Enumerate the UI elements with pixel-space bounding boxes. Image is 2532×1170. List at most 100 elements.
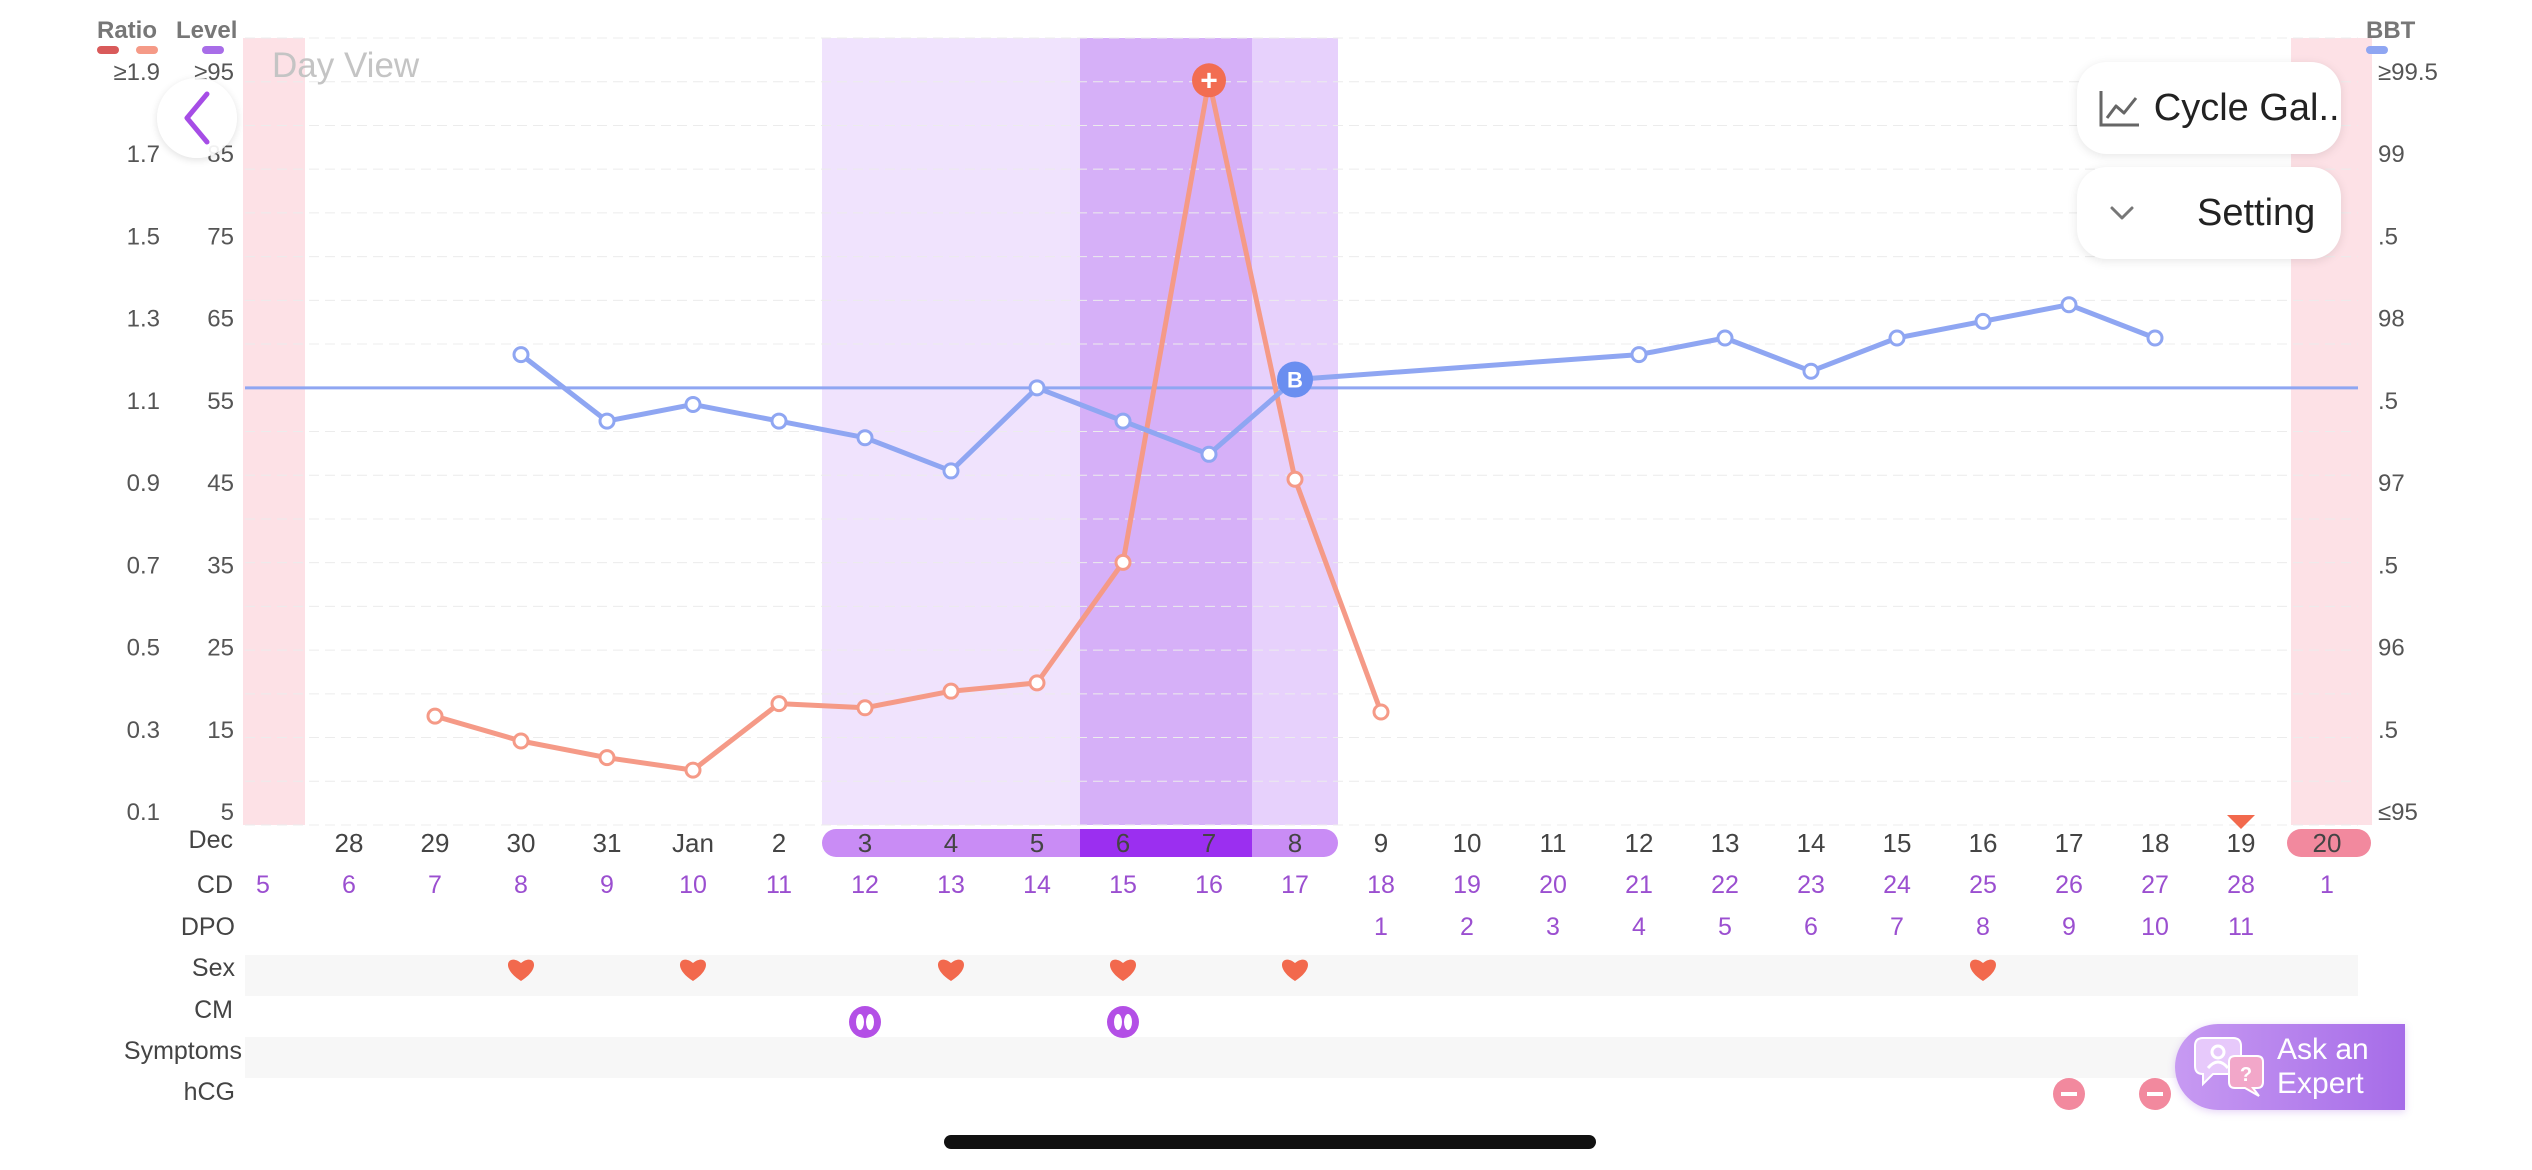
lh-point <box>1028 674 1046 692</box>
ask-expert-button[interactable]: ? Ask an Expert <box>2175 1024 2405 1110</box>
back-button[interactable] <box>157 78 237 158</box>
lh-point <box>684 761 702 779</box>
cm-egg-white-icon <box>1107 1006 1139 1038</box>
date-label: 18 <box>2141 828 2170 858</box>
ratio-swatch-light <box>136 46 158 54</box>
peak-marker-label: + <box>1200 64 1218 97</box>
bbt-tick-label: .5 <box>2378 552 2398 579</box>
level-tick-label: 35 <box>207 552 234 579</box>
level-tick-label: 75 <box>207 223 234 250</box>
lh-point <box>426 707 444 725</box>
peak-date-pill <box>1080 829 1252 857</box>
cd-value: 7 <box>428 871 442 899</box>
cm-icon-drop <box>866 1014 874 1030</box>
dpo-value: 8 <box>1976 913 1990 941</box>
ratio-tick-label: 0.7 <box>127 552 160 579</box>
chart-series <box>245 77 2358 779</box>
y-axes: ≥1.9 ≥95 ≥99.51.7 85 991.5 75.51.3 65 981.1 55.5… <box>113 59 2437 826</box>
ratio-axis-header: Ratio <box>97 17 157 44</box>
row-backgrounds <box>245 955 2358 1078</box>
svg-text:?: ? <box>2240 1064 2252 1086</box>
date-label: 8 <box>1288 828 1302 858</box>
bbt-point <box>1028 379 1046 397</box>
expert-chat-icon: ? <box>2194 1037 2264 1097</box>
dpo-value: 10 <box>2141 913 2169 941</box>
cd-value: 25 <box>1969 871 1997 899</box>
ratio-tick-label: 1.7 <box>127 141 160 168</box>
cd-value: 11 <box>766 871 792 899</box>
cd-value: 13 <box>937 871 965 899</box>
cm-icon-drop <box>856 1014 864 1030</box>
cd-value: 17 <box>1281 871 1309 899</box>
date-label: 7 <box>1202 828 1216 858</box>
bbt-tick-label: 97 <box>2378 470 2405 497</box>
heart-icon <box>1281 959 1309 981</box>
line-chart-icon <box>2087 88 2154 128</box>
bbt-point <box>1888 329 1906 347</box>
bbt-tick-label: .5 <box>2378 388 2398 415</box>
date-label: 4 <box>944 828 958 858</box>
heart-icon <box>1109 959 1137 981</box>
bbt-swatch <box>2366 46 2388 54</box>
setting-button[interactable]: Setting <box>2077 167 2341 259</box>
cd-value: 23 <box>1797 871 1825 899</box>
date-label: 12 <box>1625 828 1654 858</box>
period-date-pill <box>2287 829 2371 857</box>
level-axis-header: Level <box>176 17 237 44</box>
date-label: 17 <box>2055 828 2084 858</box>
bbt-tick-label: .5 <box>2378 223 2398 250</box>
dpo-value: 3 <box>1546 913 1560 941</box>
date-label: 6 <box>1116 828 1130 858</box>
bbt-tick-label: ≥99.5 <box>2378 59 2438 86</box>
home-indicator[interactable] <box>944 1135 1596 1149</box>
cd-value: 24 <box>1883 871 1911 899</box>
heart-icon <box>507 959 535 981</box>
cd-value: 6 <box>342 871 356 899</box>
date-label: 29 <box>421 828 450 858</box>
bbt-tick-label: 98 <box>2378 306 2405 333</box>
dpo-value: 4 <box>1632 913 1646 941</box>
bbt-point <box>2146 329 2164 347</box>
cycle-gallery-button[interactable]: Cycle Gal... <box>2077 62 2341 154</box>
dpo-value: 9 <box>2062 913 2076 941</box>
date-label: 15 <box>1883 828 1912 858</box>
cd-value: 26 <box>2055 871 2083 899</box>
lh-point <box>1372 703 1390 721</box>
chart-markers: +B <box>1192 63 1313 398</box>
date-label: 13 <box>1711 828 1740 858</box>
dpo-value: 11 <box>2228 913 2254 941</box>
date-label: 16 <box>1969 828 1998 858</box>
peak-marker <box>1192 63 1226 98</box>
bbt-tick-label: ≤95 <box>2378 799 2418 826</box>
chart-grid <box>245 37 2358 826</box>
level-swatch <box>202 46 224 54</box>
dpo-value: 5 <box>1718 913 1732 941</box>
cd-row-label: CD <box>197 871 233 899</box>
lh-point <box>856 699 874 717</box>
ask-expert-text: Ask an Expert <box>2277 1033 2369 1101</box>
ratio-tick-label: 1.3 <box>127 306 160 333</box>
cd-value: 14 <box>1023 871 1051 899</box>
cm-icon-drop <box>1124 1014 1132 1030</box>
bbt-point <box>1716 329 1734 347</box>
date-label: 19 <box>2227 828 2256 858</box>
level-tick-label: 25 <box>207 635 234 662</box>
cm-egg-white-icon <box>849 1006 881 1038</box>
bbt-tick-label: 96 <box>2378 635 2405 662</box>
cd-value: 27 <box>2141 871 2169 899</box>
bbt-point <box>684 395 702 413</box>
date-label: 10 <box>1453 828 1482 858</box>
cd-value: 20 <box>1539 871 1567 899</box>
dpo-value: 6 <box>1804 913 1818 941</box>
level-tick-label: 45 <box>207 470 234 497</box>
cd-value: 1 <box>2320 871 2334 899</box>
day-rows: 5 6 7 8 9 10 11 12 13 14 15 16 17 18 19 20 21 22 23 24 25 26 2… <box>256 871 2334 1110</box>
bbt-point <box>1802 362 1820 380</box>
level-tick-label: 15 <box>207 717 234 744</box>
bbt-point <box>598 412 616 430</box>
lh-ratio-line <box>432 77 1384 773</box>
bbt-axis-header: BBT <box>2366 17 2416 44</box>
bbt-point <box>1630 346 1648 364</box>
lh-point <box>512 732 530 750</box>
